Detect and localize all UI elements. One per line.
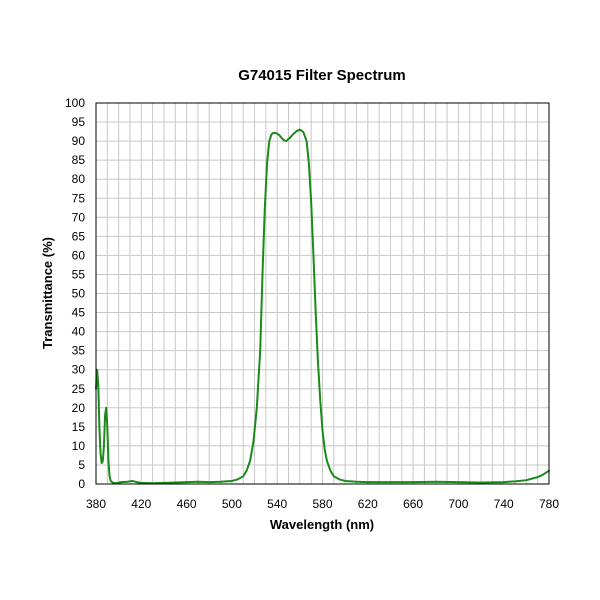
y-tick-label: 95 bbox=[72, 115, 86, 129]
y-tick-label: 30 bbox=[72, 363, 86, 377]
y-tick-label: 60 bbox=[72, 248, 86, 262]
y-tick-label: 20 bbox=[72, 401, 86, 415]
x-tick-label: 700 bbox=[448, 497, 468, 511]
series-line bbox=[95, 128, 550, 485]
x-tick-label: 420 bbox=[131, 497, 151, 511]
y-tick-label: 65 bbox=[72, 229, 86, 243]
x-axis-label: Wavelength (nm) bbox=[270, 517, 374, 532]
x-tick-label: 660 bbox=[403, 497, 423, 511]
y-tick-labels: 0 5 10 15 20 25 30 35 40 45 50 55 60 65 70 75 80 85 90 95 10… bbox=[65, 96, 85, 491]
y-tick-label: 40 bbox=[72, 325, 86, 339]
y-tick-label: 10 bbox=[72, 439, 86, 453]
y-tick-label: 100 bbox=[65, 96, 85, 110]
x-tick-label: 580 bbox=[312, 497, 332, 511]
x-tick-labels: 380 420 460 500 540 580 620 660 700 740 780 bbox=[86, 497, 559, 511]
y-tick-label: 15 bbox=[72, 420, 86, 434]
x-tick-label: 620 bbox=[358, 497, 378, 511]
y-tick-label: 70 bbox=[72, 210, 86, 224]
y-tick-label: 85 bbox=[72, 153, 86, 167]
x-tick-label: 500 bbox=[222, 497, 242, 511]
y-tick-label: 55 bbox=[72, 267, 86, 281]
x-tick-label: 380 bbox=[86, 497, 106, 511]
x-tick-label: 740 bbox=[494, 497, 514, 511]
plot-lines bbox=[95, 128, 550, 485]
chart-title: G74015 Filter Spectrum bbox=[238, 67, 406, 84]
y-tick-label: 35 bbox=[72, 344, 86, 358]
y-tick-label: 5 bbox=[78, 458, 85, 472]
y-tick-label: 0 bbox=[78, 477, 85, 491]
y-tick-label: 50 bbox=[72, 287, 86, 301]
y-tick-label: 80 bbox=[72, 172, 86, 186]
y-tick-label: 90 bbox=[72, 134, 86, 148]
plot-frame bbox=[95, 102, 550, 485]
y-axis-label: Transmittance (%) bbox=[40, 237, 55, 349]
y-tick-label: 45 bbox=[72, 306, 86, 320]
x-tick-label: 780 bbox=[539, 497, 559, 511]
y-tick-label: 25 bbox=[72, 382, 86, 396]
x-tick-label: 540 bbox=[267, 497, 287, 511]
x-tick-label: 460 bbox=[177, 497, 197, 511]
y-tick-label: 75 bbox=[72, 191, 86, 205]
